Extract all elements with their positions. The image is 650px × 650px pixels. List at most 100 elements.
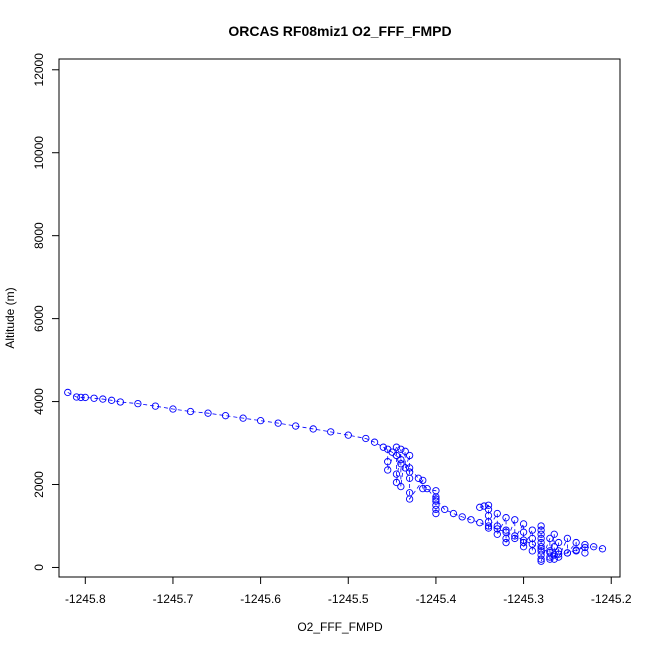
data-point [537,547,545,555]
y-axis-label: Altitude (m) [3,287,17,348]
data-point [99,395,107,403]
x-tick-label: -1245.5 [328,592,369,606]
data-point [519,538,528,547]
data-point [441,505,449,514]
data-point [554,538,563,547]
data-point [327,428,335,436]
data-point [90,394,98,402]
data-point [384,458,392,466]
data-point [581,549,589,557]
data-point [392,443,401,451]
data-point [362,434,370,443]
data-point [511,534,519,543]
data-point [476,503,484,511]
data-point [550,551,558,559]
y-axis: 0 2000 4000 6000 8000 10000 12000 [32,53,59,571]
data-point [546,555,554,563]
data-point [519,520,528,528]
chart-title: ORCAS RF08miz1 O2_FFF_FMPD [228,23,451,39]
x-axis: -1245.8 -1245.7 -1245.6 -1245.5 -1245.4 -1245… [65,577,632,606]
data-point [397,460,405,468]
data-point [186,407,195,416]
data-point [550,555,558,563]
data-point [419,476,427,485]
y-tick-label: 4000 [32,388,46,415]
data-point [384,466,392,474]
data-point [274,419,282,427]
data-point [449,509,458,518]
data-point [397,455,405,464]
data-point [484,524,493,532]
data-point [116,398,125,406]
data-point [528,547,536,555]
data-point [432,493,440,501]
data-point [528,526,536,534]
data-point [414,474,423,482]
x-tick-label: -1245.4 [416,592,457,606]
data-points [64,388,607,565]
data-point [401,447,409,455]
data-point [379,443,387,451]
data-point [77,393,85,402]
data-point [432,505,440,514]
data-point [134,399,142,408]
data-point [384,445,392,453]
data-point [467,516,475,524]
data-point [239,414,247,422]
data-point [151,402,160,410]
y-tick-label: 6000 [32,305,46,332]
data-point [590,543,598,551]
data-point [493,509,501,518]
data-point [528,534,536,543]
data-point [405,451,414,460]
data-point [392,470,401,478]
data-point [458,513,466,521]
data-point [397,482,405,491]
data-point [81,393,89,402]
data-point [169,405,177,413]
series-line [479,504,533,551]
data-point [405,495,414,503]
data-point [537,526,545,534]
x-tick-label: -1245.8 [65,592,106,606]
data-point [204,409,212,417]
data-point [550,543,558,551]
data-point [537,538,545,547]
data-point [72,393,81,401]
x-tick-label: -1245.7 [153,592,194,606]
data-point [563,549,572,557]
data-point [484,501,493,509]
data-point [405,464,414,472]
data-point [292,422,300,430]
data-point [581,541,589,549]
data-point [511,516,519,524]
data-point [519,543,528,551]
data-point [537,555,545,563]
data-point [432,501,440,509]
data-point [572,547,580,555]
data-point [221,412,230,420]
data-point [493,530,501,538]
y-tick-label: 8000 [32,222,46,249]
data-point [502,538,510,547]
data-point [64,388,72,397]
data-point [405,474,414,482]
data-point [537,530,545,538]
data-point [519,528,528,536]
y-tick-label: 10000 [32,136,46,170]
data-point [419,485,427,493]
data-point [256,416,265,425]
data-point [598,545,607,553]
data-point [502,526,510,534]
y-tick-label: 12000 [32,53,46,87]
x-tick-label: -1245.2 [591,592,632,606]
data-point [392,451,401,460]
data-point [563,534,572,543]
data-point [309,425,317,433]
data-point [493,522,501,530]
data-point [581,543,589,552]
x-axis-label: O2_FFF_FMPD [297,620,383,634]
data-point [511,532,519,540]
data-point [546,553,554,561]
data-point [107,396,116,404]
